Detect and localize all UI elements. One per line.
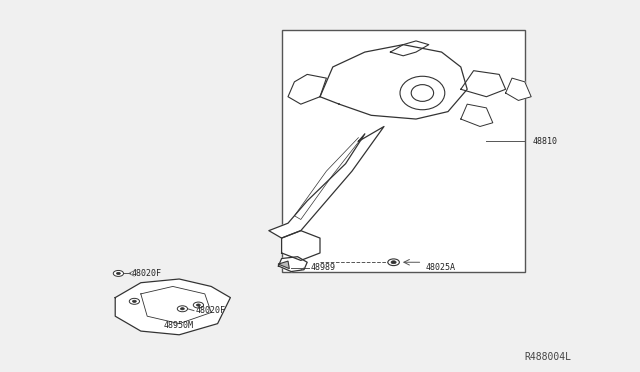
Text: 48810: 48810	[532, 137, 557, 146]
Text: R488004L: R488004L	[525, 352, 572, 362]
Text: 48020F: 48020F	[131, 269, 161, 278]
Polygon shape	[278, 261, 289, 269]
Polygon shape	[390, 41, 429, 56]
Circle shape	[129, 298, 140, 304]
Circle shape	[177, 306, 188, 312]
Text: 48025A: 48025A	[426, 263, 456, 272]
Circle shape	[391, 261, 396, 264]
Polygon shape	[461, 104, 493, 126]
Ellipse shape	[400, 76, 445, 110]
Polygon shape	[269, 126, 384, 238]
Polygon shape	[461, 71, 506, 97]
Circle shape	[193, 302, 204, 308]
Text: 48950M: 48950M	[163, 321, 193, 330]
Circle shape	[132, 300, 136, 302]
Text: 48989: 48989	[310, 263, 335, 272]
Bar	[282, 30, 525, 272]
Polygon shape	[288, 74, 326, 104]
Circle shape	[196, 304, 200, 306]
Ellipse shape	[412, 85, 434, 102]
Polygon shape	[115, 279, 230, 335]
Text: 48020F: 48020F	[195, 306, 225, 315]
Circle shape	[116, 272, 120, 275]
Polygon shape	[282, 231, 320, 260]
Polygon shape	[320, 45, 467, 119]
Circle shape	[388, 259, 399, 266]
Circle shape	[180, 308, 184, 310]
Polygon shape	[506, 78, 531, 100]
Polygon shape	[278, 257, 307, 272]
Circle shape	[113, 270, 124, 276]
